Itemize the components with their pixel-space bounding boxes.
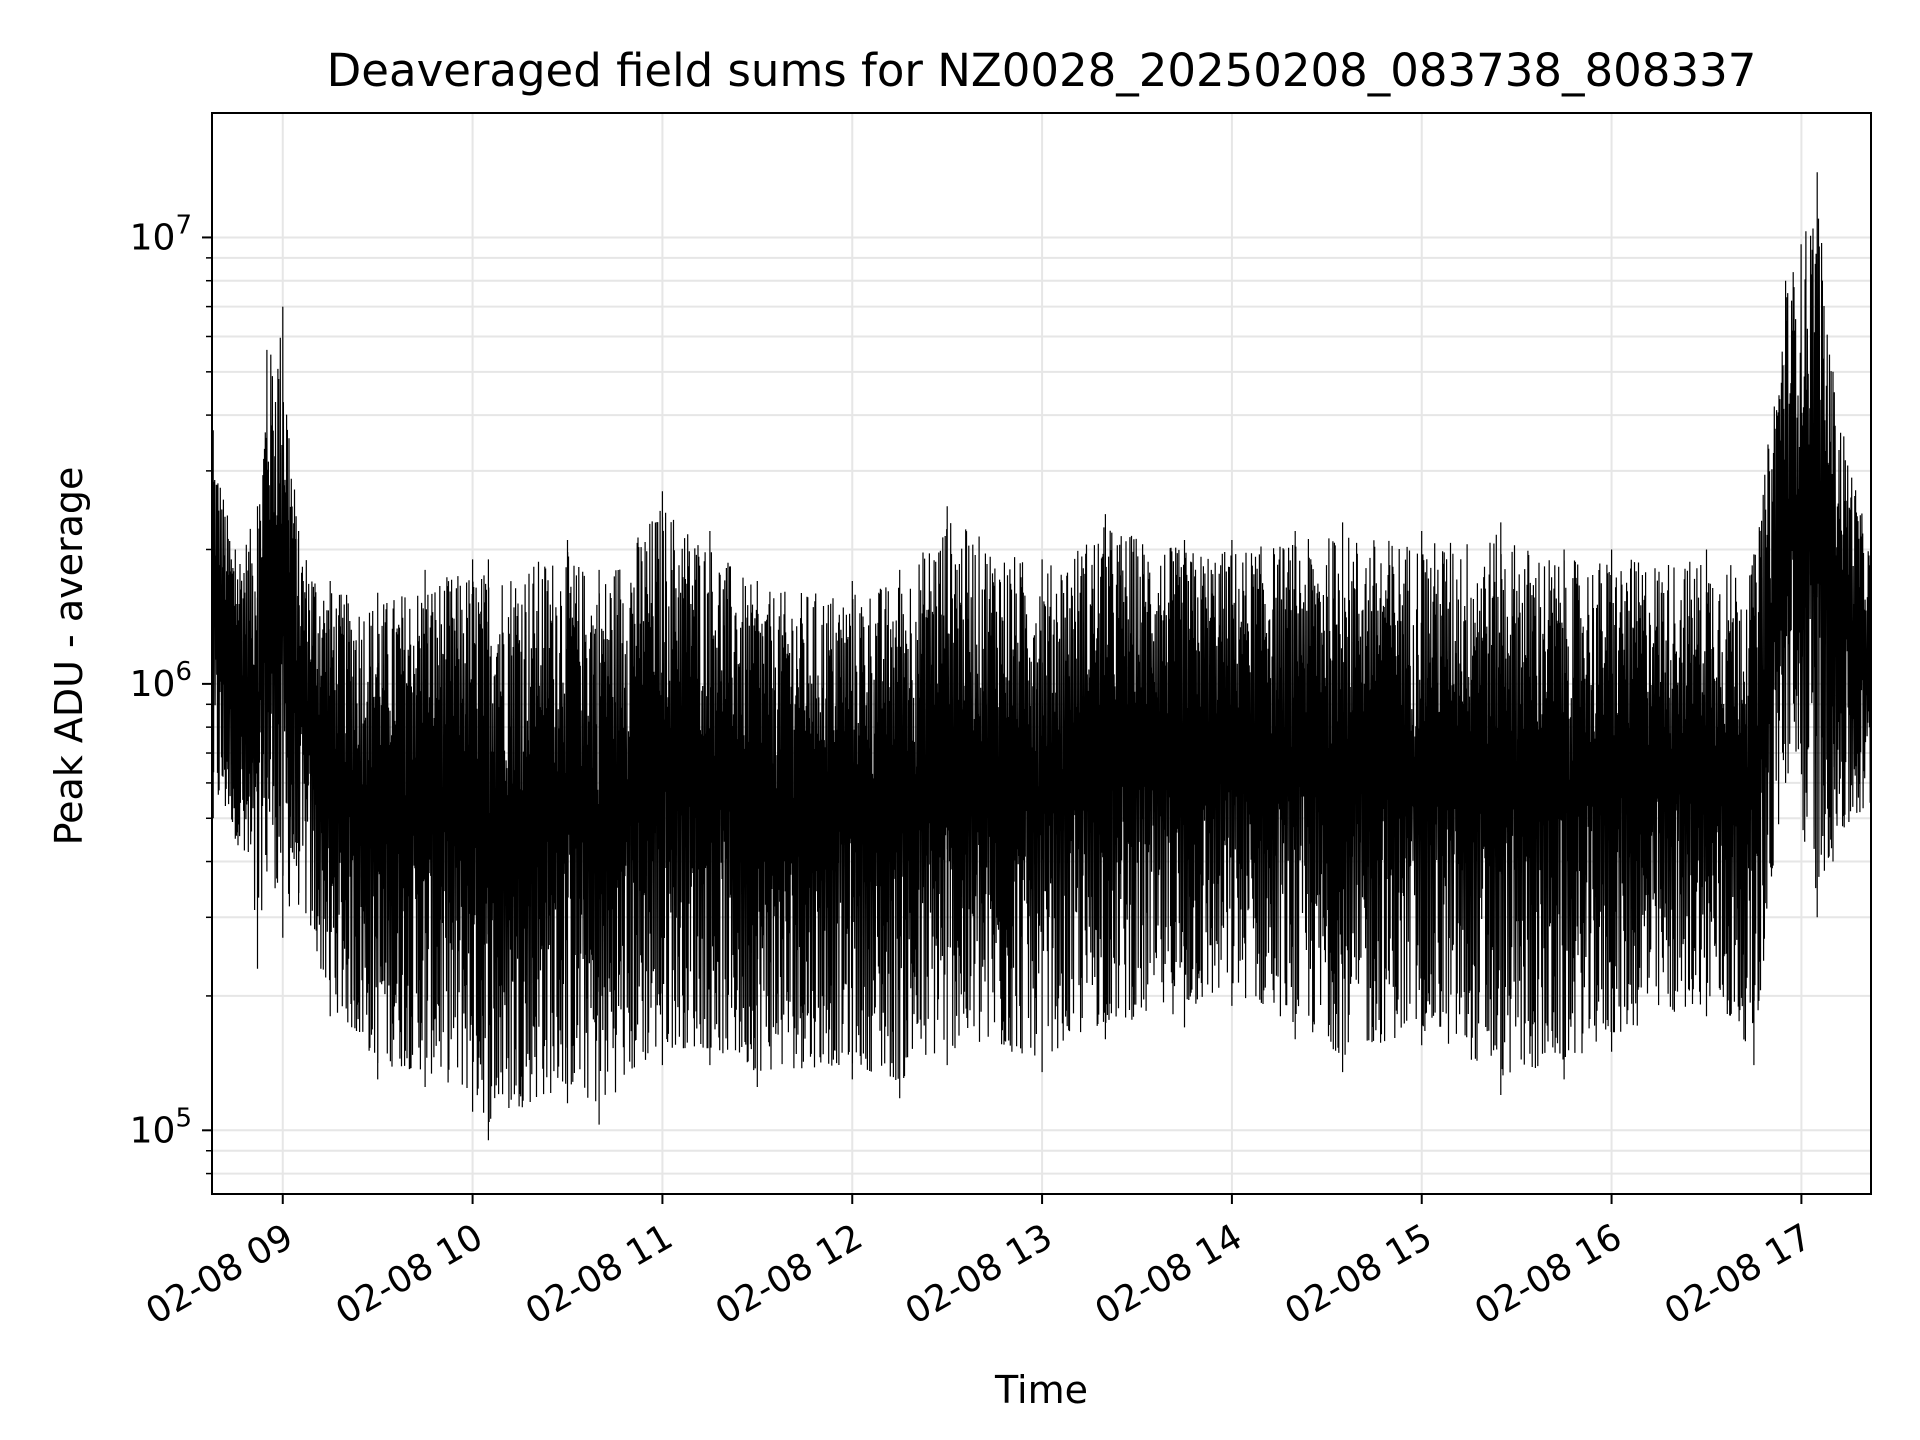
x-tick-label: 02-08 09 [139,1216,300,1332]
x-tick-label: 02-08 13 [899,1216,1060,1332]
data-layer [212,172,1871,1141]
x-tick-label: 02-08 12 [709,1216,870,1332]
y-axis-title: Peak ADU - average [47,466,91,846]
x-tick-label: 02-08 11 [519,1216,680,1332]
series-line [212,172,1871,1141]
x-tick-label: 02-08 16 [1468,1216,1629,1332]
x-tick-label: 02-08 10 [329,1216,490,1332]
x-tick-label: 02-08 14 [1089,1216,1250,1332]
y-tick-label: 107 [130,210,192,258]
chart-title: Deaveraged field sums for NZ0028_2025020… [326,44,1757,97]
x-axis-title: Time [995,1368,1088,1412]
x-tick-label: 02-08 17 [1658,1216,1819,1332]
y-tick-label: 105 [130,1103,192,1151]
x-tick-label: 02-08 15 [1278,1216,1439,1332]
y-tick-label: 106 [130,657,192,705]
